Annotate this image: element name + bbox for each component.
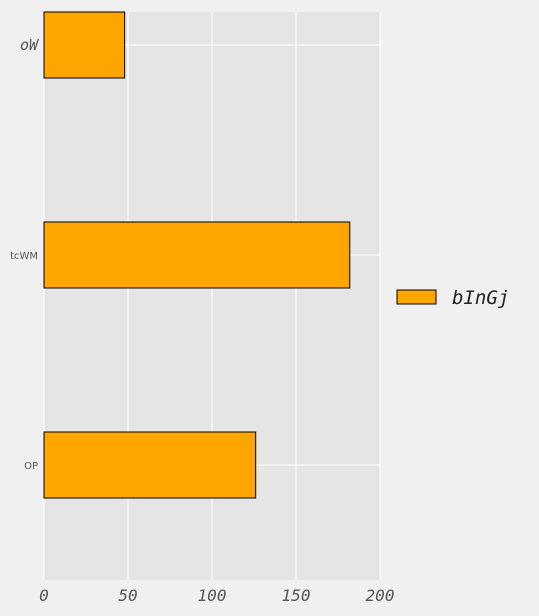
legend-swatch bbox=[396, 289, 437, 305]
x-tick-label: 150 bbox=[282, 586, 311, 605]
y-tick-label: OP bbox=[24, 461, 38, 472]
bars bbox=[43, 11, 351, 499]
bar bbox=[43, 221, 351, 289]
legend: bInGj bbox=[396, 287, 509, 309]
x-axis-ticks: 0 50 100 150 200 bbox=[39, 586, 394, 605]
bar bbox=[43, 431, 257, 499]
x-tick-label: 100 bbox=[198, 586, 227, 605]
x-tick-label: 200 bbox=[366, 586, 395, 605]
y-axis-ticks: oW tcWM OP bbox=[10, 36, 40, 472]
x-tick-label: 50 bbox=[118, 586, 137, 605]
bar bbox=[43, 11, 126, 79]
x-tick-label: 0 bbox=[39, 586, 49, 605]
y-tick-label: tcWM bbox=[10, 251, 38, 262]
y-tick-label: oW bbox=[20, 36, 40, 54]
legend-label: bInGj bbox=[452, 287, 509, 309]
